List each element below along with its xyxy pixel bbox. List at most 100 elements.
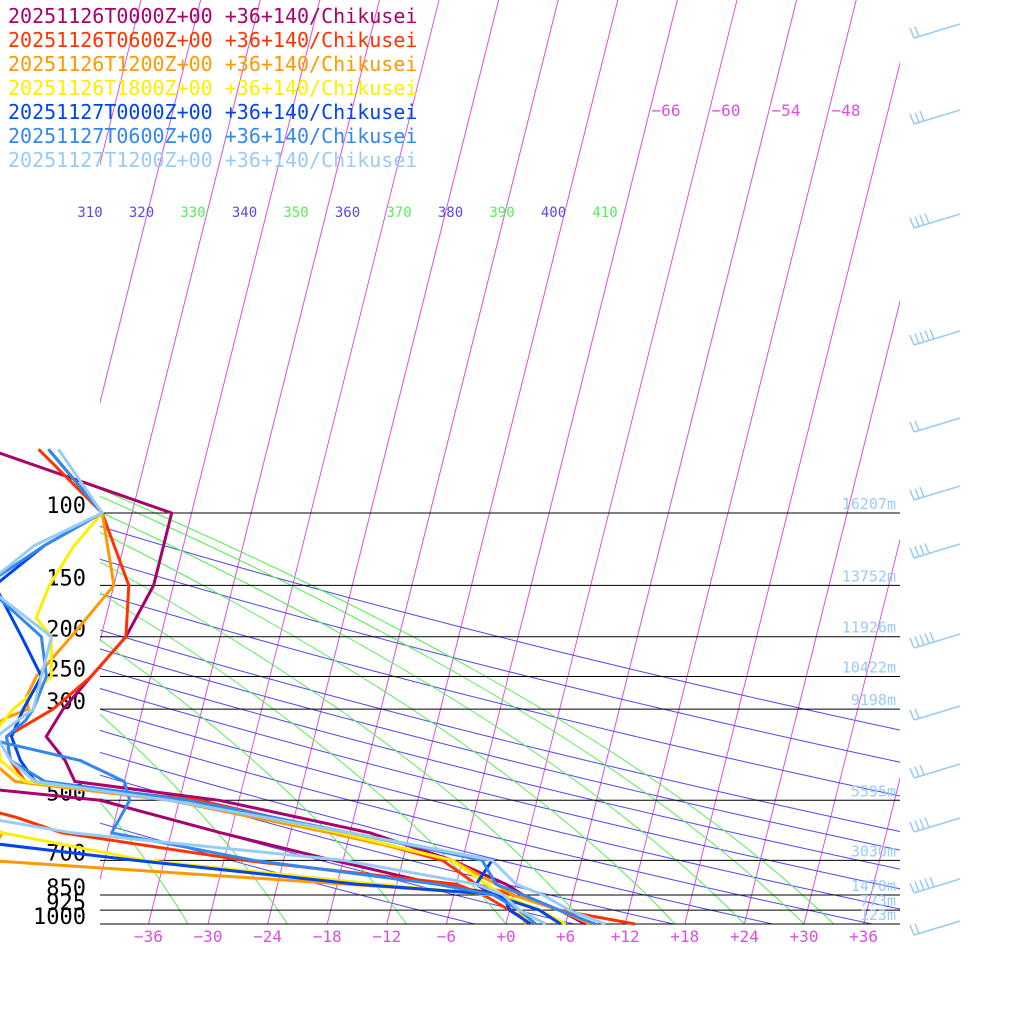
wind-barb (909, 920, 961, 936)
wind-barb-flag (919, 110, 925, 122)
sounding-profiles (0, 448, 636, 926)
temperature-line (0, 448, 596, 926)
wind-barb-flag (919, 331, 925, 343)
wind-barb-flag (929, 631, 935, 643)
moist-adiabat-line (100, 495, 805, 924)
wind-barb-flag (909, 27, 915, 39)
moist-adiabat-line (100, 639, 408, 924)
wind-barb-flag (929, 876, 935, 888)
wind-barb-staff (913, 109, 961, 125)
moist-adiabat-line (100, 511, 745, 924)
wind-barb-flag (909, 334, 915, 346)
wind-barb-flag (924, 543, 930, 554)
height-label: 11926m (842, 619, 896, 637)
theta-label: 360 (335, 205, 360, 221)
moist-adiabat-line (100, 488, 835, 924)
temperature-tick-label: +18 (670, 927, 699, 946)
wind-barb-flag (914, 216, 920, 227)
dry-adiabat-line (100, 648, 900, 851)
wind-barb-flag (909, 767, 915, 779)
legend-entry: 20251126T0000Z+00 +36+140/Chikusei (8, 4, 418, 28)
temperature-tick-label: +0 (496, 927, 515, 946)
legend-entry: 20251127T1200Z+00 +36+140/Chikusei (8, 148, 418, 172)
temperature-tick-label: +30 (790, 927, 819, 946)
temperature-tick-label: −30 (194, 927, 223, 946)
moist-adiabat-line (100, 713, 288, 924)
legend-entry: 20251126T0600Z+00 +36+140/Chikusei (8, 28, 418, 52)
wind-barb-flag (909, 882, 915, 894)
wind-barb-flag (919, 879, 925, 891)
temperature-axis: −36 −30 −24 −18 −12 −6 +0 +6 +12 +18 +24 +30 +36 (134, 927, 878, 946)
dry-adiabat-line (100, 729, 873, 924)
temperature-line (0, 448, 606, 926)
isotherm-line (624, 0, 857, 924)
temperature-tick-label: −36 (134, 927, 163, 946)
dry-adiabat-line (100, 629, 900, 833)
temperature-tick-label: −18 (313, 927, 342, 946)
wind-barb-flag (909, 821, 915, 833)
isotherm-line (100, 0, 321, 882)
upper-temperature-label: −54 (772, 101, 801, 120)
dewpoint-line (0, 811, 535, 926)
height-label: 1470m (851, 877, 896, 895)
wind-barb-flag (919, 634, 925, 646)
wind-barb-flag (914, 923, 920, 934)
moist-adiabat-line (100, 531, 676, 924)
wind-barb-flag (914, 112, 920, 123)
dry-adiabat-line (100, 593, 900, 797)
wind-barbs (909, 23, 961, 936)
wind-barb-staff (913, 763, 961, 779)
height-label: 9198m (851, 691, 896, 709)
isotherm-line (100, 0, 142, 167)
isotherm-line (386, 0, 619, 924)
dry-adiabat-line (100, 667, 900, 870)
wind-barb (909, 817, 961, 833)
temperature-tick-label: −12 (372, 927, 401, 946)
height-label: 773m (860, 892, 896, 910)
wind-barb-staff (913, 417, 961, 433)
wind-barb-staff (913, 878, 961, 894)
isotherm-line (803, 537, 900, 924)
wind-barb-flag (919, 544, 925, 556)
wind-barb-flag (914, 26, 920, 37)
wind-barb-flag (919, 214, 925, 226)
wind-barb-staff (913, 485, 961, 501)
wind-barb-flag (914, 766, 920, 777)
wind-barb-staff (913, 213, 961, 229)
wind-barb-staff (913, 705, 961, 721)
wind-barb-flag (914, 636, 920, 647)
wind-barb-staff (913, 817, 961, 833)
isotherm-line (565, 0, 798, 924)
theta-label: 370 (386, 205, 411, 221)
theta-label: 330 (180, 205, 205, 221)
height-labels: 16207m 13752m 11926m 10422m 9198m 5595m 3030m 1… (842, 495, 896, 924)
wind-barb-flag (914, 420, 920, 431)
isotherm-line (147, 0, 380, 924)
dry-adiabat-line (100, 751, 773, 924)
temperature-tick-label: +12 (611, 927, 640, 946)
temperature-tick-label: −6 (437, 927, 456, 946)
wind-barb-flag (909, 924, 915, 936)
legend-entry: 20251126T1200Z+00 +36+140/Chikusei (8, 52, 418, 76)
isotherm-line (326, 0, 559, 924)
wind-barb (909, 213, 961, 229)
height-label: 13752m (842, 567, 896, 585)
isotherm-line (743, 299, 900, 924)
pressure-tick-label: 925 (46, 891, 86, 916)
theta-label: 380 (438, 205, 463, 221)
upper-temperature-label: −48 (832, 101, 861, 120)
isotherm-line (100, 0, 202, 405)
isotherm-line (923, 0, 1024, 924)
height-label: 5595m (851, 782, 896, 800)
wind-barb-flag (924, 213, 930, 224)
wind-barb-flag (919, 486, 925, 498)
wind-barb (909, 23, 961, 39)
wind-barb-staff (913, 543, 961, 559)
wind-barb-flag (924, 878, 930, 889)
pressure-tick-label: 850 (46, 876, 86, 901)
temperature-line (0, 448, 567, 926)
wind-barb-flag (909, 637, 915, 649)
wind-barb (909, 631, 961, 649)
wind-barb (909, 485, 961, 501)
